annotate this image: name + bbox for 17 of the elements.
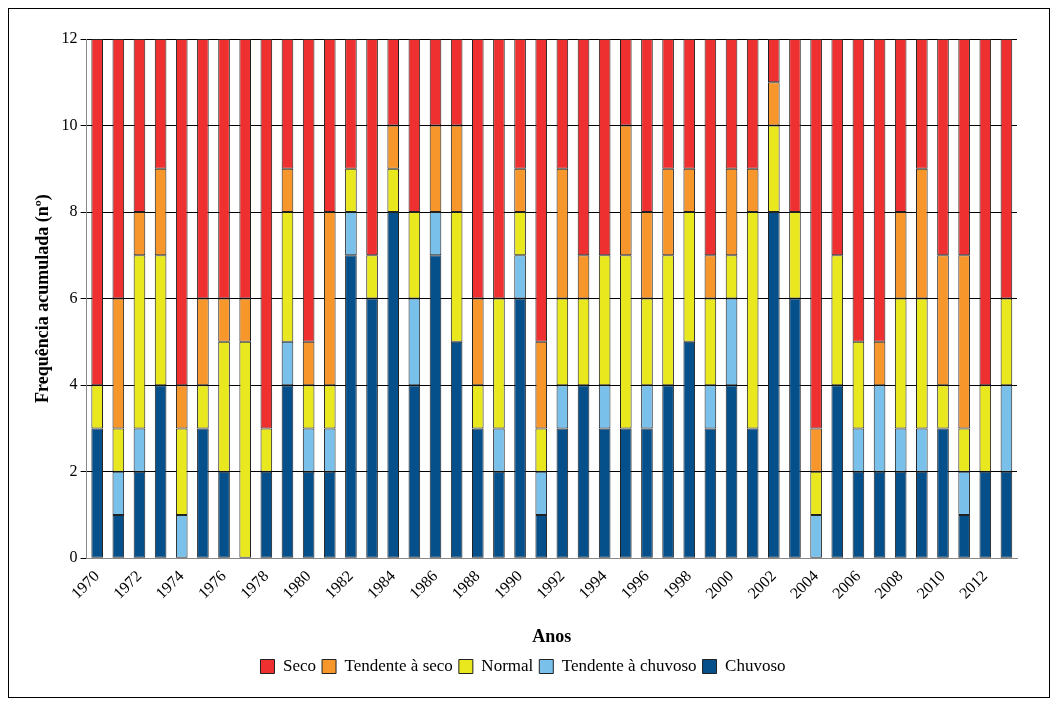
y-tick-label: 10 [61, 115, 78, 133]
y-axis-title: Frequência acumulada (nº) [32, 194, 54, 403]
legend-label: Normal [481, 655, 534, 675]
y-tick-label: 2 [69, 461, 78, 479]
x-tick-label: 1974 [152, 567, 187, 602]
x-tick-label: 1994 [575, 567, 610, 602]
y-tick-label: 0 [69, 548, 78, 566]
y-tick-label: 12 [61, 29, 78, 47]
x-axis-title: Anos [532, 625, 572, 646]
legend-label: Seco [283, 655, 317, 675]
legend-label: Tendente à chuvoso [561, 655, 697, 675]
y-tick-label: 4 [69, 375, 78, 393]
y-tick-label: 8 [69, 202, 78, 220]
legend-label: Chuvoso [725, 655, 786, 675]
y-tick-label: 6 [69, 288, 78, 306]
x-tick-label: 1980 [279, 567, 314, 602]
legend-label: Tendente à seco [344, 655, 453, 675]
